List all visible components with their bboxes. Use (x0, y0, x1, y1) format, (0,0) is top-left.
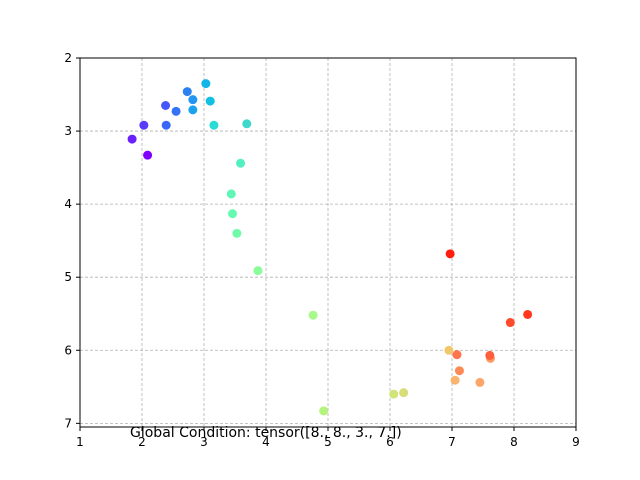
data-point (232, 228, 242, 238)
x-tick-label: 5 (324, 435, 332, 449)
data-point (201, 79, 211, 89)
data-point (319, 406, 329, 416)
x-tick-label: 7 (448, 435, 456, 449)
x-tick-label: 8 (510, 435, 518, 449)
data-point (505, 318, 515, 328)
data-point (228, 209, 238, 219)
y-tick-label: 5 (64, 270, 72, 284)
y-axis-ticks: 2 3 4 5 6 7 (64, 51, 80, 430)
data-point (209, 120, 219, 130)
data-point (308, 310, 318, 320)
x-tick-label: 2 (138, 435, 146, 449)
data-point (188, 95, 198, 105)
x-tick-label: 4 (262, 435, 270, 449)
data-points (127, 79, 533, 416)
x-axis-ticks: 1 2 3 4 5 6 7 8 9 (76, 427, 580, 449)
x-tick-label: 3 (200, 435, 208, 449)
data-point (445, 249, 455, 259)
data-point (454, 366, 464, 376)
data-point (399, 388, 409, 398)
data-point (389, 389, 399, 399)
data-point (242, 119, 252, 129)
data-point (127, 134, 137, 144)
data-point (450, 375, 460, 385)
data-point (139, 120, 149, 130)
y-tick-label: 3 (64, 124, 72, 138)
data-point (444, 345, 454, 355)
y-tick-label: 2 (64, 51, 72, 65)
x-tick-label: 1 (76, 435, 84, 449)
y-tick-label: 6 (64, 343, 72, 357)
x-tick-label: 6 (386, 435, 394, 449)
data-point (452, 350, 462, 360)
y-tick-label: 7 (64, 416, 72, 430)
data-point (161, 120, 171, 130)
data-point (236, 158, 246, 168)
data-point (171, 106, 181, 116)
data-point (253, 266, 263, 276)
data-point (143, 150, 153, 160)
data-point (188, 105, 198, 115)
data-point (475, 377, 485, 387)
data-point (205, 96, 215, 106)
y-tick-label: 4 (64, 197, 72, 211)
data-point (182, 87, 192, 97)
x-tick-label: 9 (572, 435, 580, 449)
data-point (485, 350, 495, 360)
data-point (226, 189, 236, 199)
data-point (161, 100, 171, 110)
data-point (523, 309, 533, 319)
global-condition-annotation: Global Condition: tensor([8., 8., 3., 7.… (130, 425, 402, 441)
